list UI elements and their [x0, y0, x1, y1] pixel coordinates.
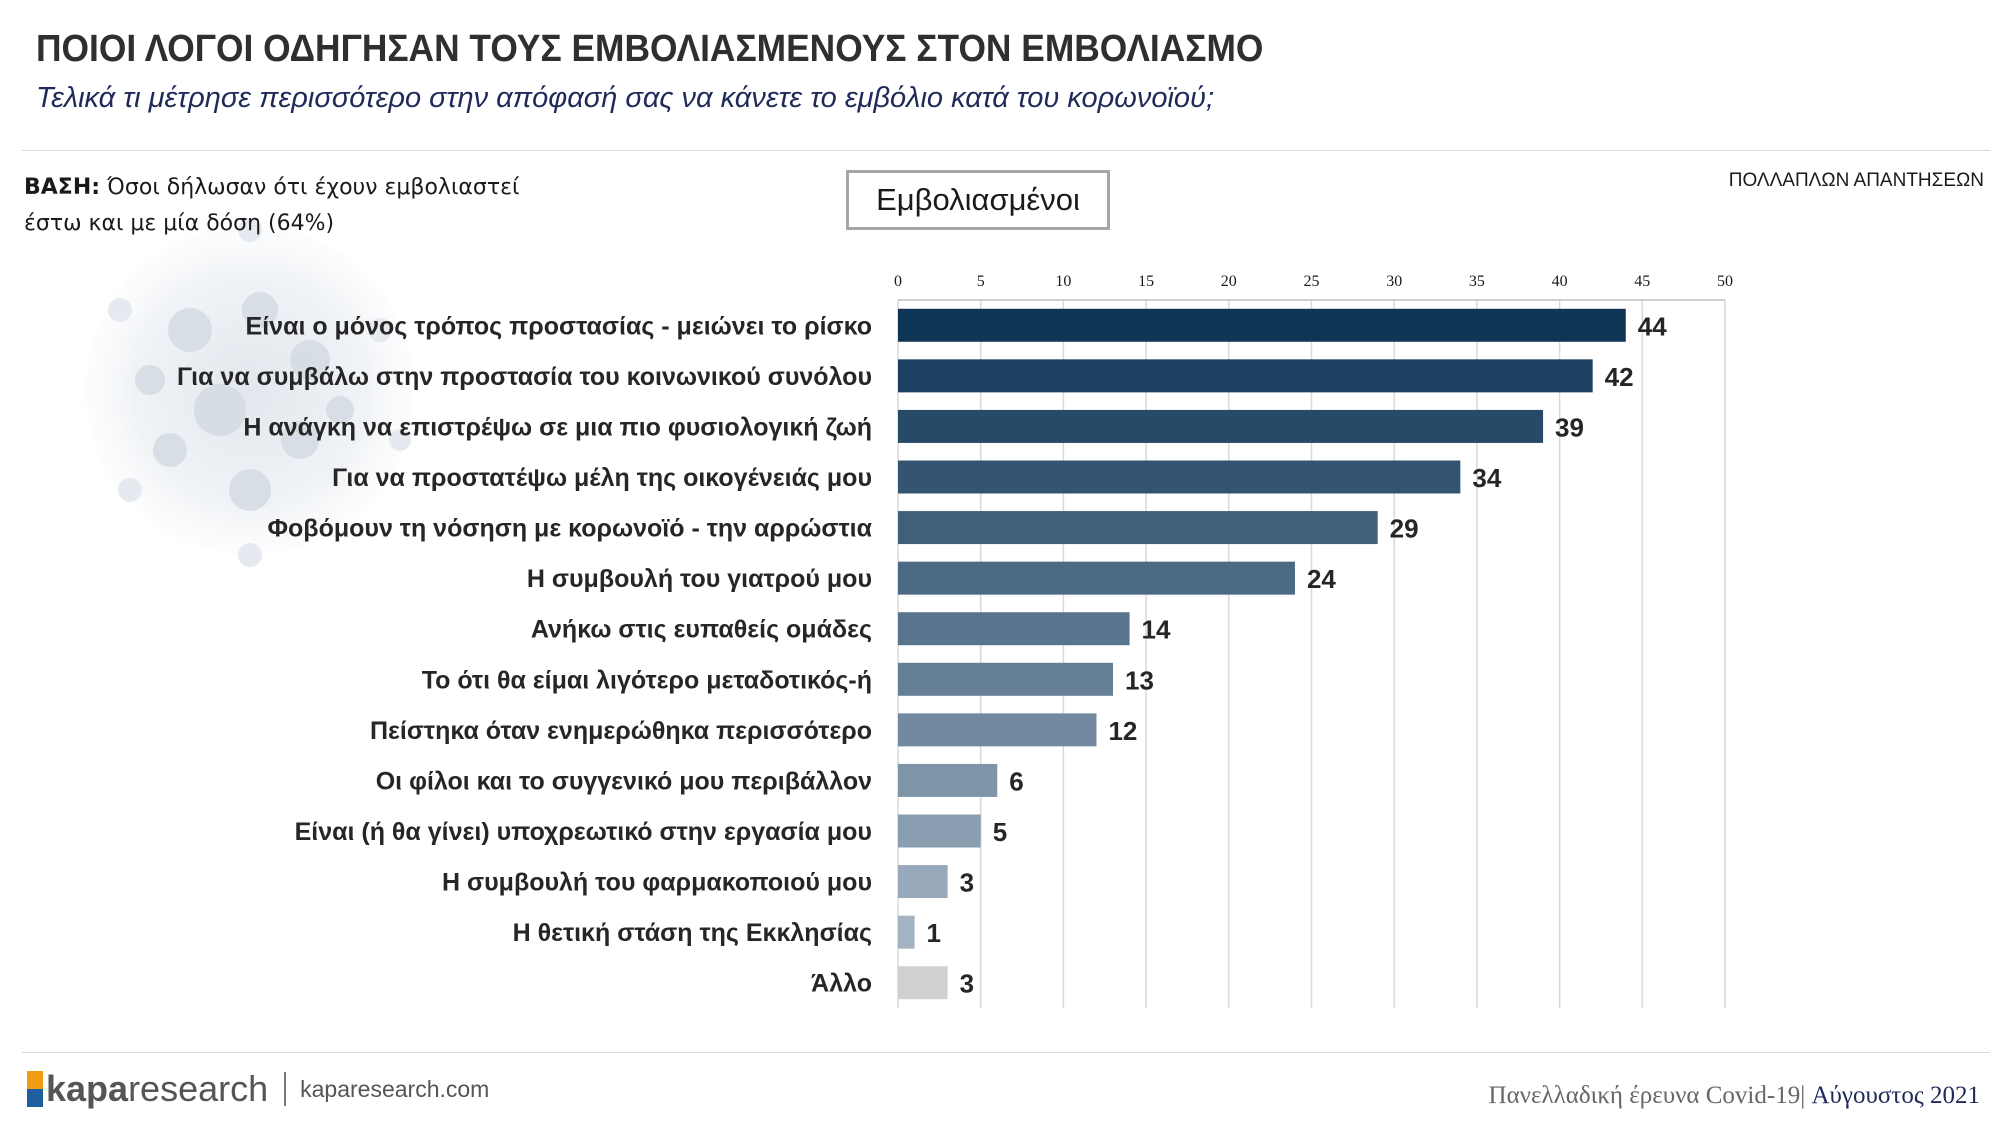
category-label: Οι φίλοι και το συγγενικό μου περιβάλλον [376, 767, 872, 795]
bar [898, 511, 1378, 545]
bar [898, 915, 915, 949]
bar [898, 966, 948, 1000]
footer-divider [22, 1052, 1990, 1053]
bar [898, 865, 948, 899]
category-label: Το ότι θα είμαι λιγότερο μεταδοτικός-ή [422, 666, 872, 694]
bar [898, 561, 1295, 595]
survey-footer: Πανελλαδική έρευνα Covid-19| Αύγουστος 2… [1489, 1082, 1980, 1110]
x-tick-label: 40 [1552, 273, 1568, 290]
data-label: 42 [1605, 362, 1634, 392]
category-label: Η συμβουλή του φαρμακοποιού μου [442, 869, 872, 897]
x-tick-label: 45 [1634, 273, 1650, 290]
page-subtitle: Τελικά τι μέτρησε περισσότερο στην απόφα… [36, 82, 1215, 114]
group-label-box: Εμβολιασμένοι [846, 170, 1110, 230]
category-label: Η συμβουλή του γιατρού μου [527, 565, 872, 593]
page-title: ΠΟΙΟΙ ΛΟΓΟΙ ΟΔΗΓΗΣΑΝ ΤΟΥΣ ΕΜΒΟΛΙΑΣΜΕΝΟΥΣ… [36, 28, 1264, 70]
data-label: 14 [1142, 615, 1171, 645]
bar [898, 814, 981, 848]
data-label: 12 [1108, 716, 1137, 746]
data-label: 24 [1307, 564, 1336, 594]
survey-month: Αύγουστος 2021 [1811, 1082, 1980, 1109]
data-label: 1 [927, 918, 941, 948]
category-label: Είναι (ή θα γίνει) υποχρεωτικό στην εργα… [295, 818, 872, 846]
multiple-answers-note: ΠΟΛΛΑΠΛΩΝ ΑΠΑΝΤΗΣΕΩΝ [1728, 170, 1984, 191]
logo-bold: kapa [46, 1068, 129, 1109]
category-label: Άλλο [811, 970, 872, 998]
company-url: kaparesearch.com [300, 1075, 490, 1102]
data-label: 34 [1472, 463, 1501, 493]
header-divider [22, 150, 1990, 151]
category-label: Η ανάγκη να επιστρέψω σε μια πιο φυσιολο… [243, 413, 872, 441]
bar [898, 460, 1461, 494]
data-label: 3 [960, 969, 974, 999]
x-tick-label: 0 [894, 273, 902, 290]
base-label: ΒΑΣΗ: [24, 175, 101, 200]
x-tick-label: 30 [1386, 273, 1402, 290]
base-text: Όσοι δήλωσαν ότι έχουν εμβολιαστεί έστω … [24, 175, 520, 236]
footer-separator: | [1800, 1082, 1806, 1109]
data-label: 29 [1390, 514, 1419, 544]
logo-separator [284, 1072, 287, 1106]
sample-base-note: ΒΑΣΗ: Όσοι δήλωσαν ότι έχουν εμβολιαστεί… [24, 170, 544, 242]
x-tick-label: 15 [1138, 273, 1154, 290]
bar [898, 713, 1097, 747]
bar [898, 612, 1130, 646]
company-logo: kaparesearch kaparesearch.com [24, 1068, 489, 1110]
survey-name: Πανελλαδική έρευνα Covid-19 [1488, 1082, 1801, 1109]
category-label: Ανήκω στις ευπαθείς ομάδες [531, 616, 872, 644]
logo-rest: research [128, 1068, 269, 1109]
bar [898, 308, 1626, 342]
x-tick-label: 50 [1717, 273, 1733, 290]
x-tick-label: 5 [977, 273, 985, 290]
category-label: Η θετική στάση της Εκκλησίας [513, 919, 872, 947]
data-label: 6 [1009, 766, 1023, 796]
category-label: Πείστηκα όταν ενημερώθηκα περισσότερο [370, 717, 872, 745]
x-tick-label: 35 [1469, 273, 1485, 290]
category-label: Για να συμβάλω στην προστασία του κοινων… [177, 363, 872, 391]
x-tick-label: 10 [1055, 273, 1071, 290]
data-label: 13 [1125, 665, 1154, 695]
data-label: 39 [1555, 412, 1584, 442]
category-label: Φοβόμουν τη νόσηση με κορωνοϊό - την αρρ… [268, 515, 873, 543]
group-label: Εμβολιασμένοι [876, 182, 1080, 217]
category-label: Είναι ο μόνος τρόπος προστασίας - μειώνε… [246, 312, 872, 340]
logo-text: kaparesearch [46, 1068, 268, 1110]
category-label: Για να προστατέψω μέλη της οικογένειάς μ… [332, 464, 872, 492]
coronavirus-watermark-icon [85, 218, 415, 567]
x-tick-label: 20 [1221, 273, 1237, 290]
x-tick-label: 25 [1304, 273, 1320, 290]
data-label: 44 [1638, 311, 1667, 341]
logo-mark-icon [27, 1071, 43, 1107]
bar [898, 359, 1593, 393]
bar [898, 763, 998, 797]
data-label: 5 [993, 817, 1007, 847]
data-label: 3 [960, 868, 974, 898]
bar [898, 409, 1544, 443]
bar [898, 662, 1114, 696]
